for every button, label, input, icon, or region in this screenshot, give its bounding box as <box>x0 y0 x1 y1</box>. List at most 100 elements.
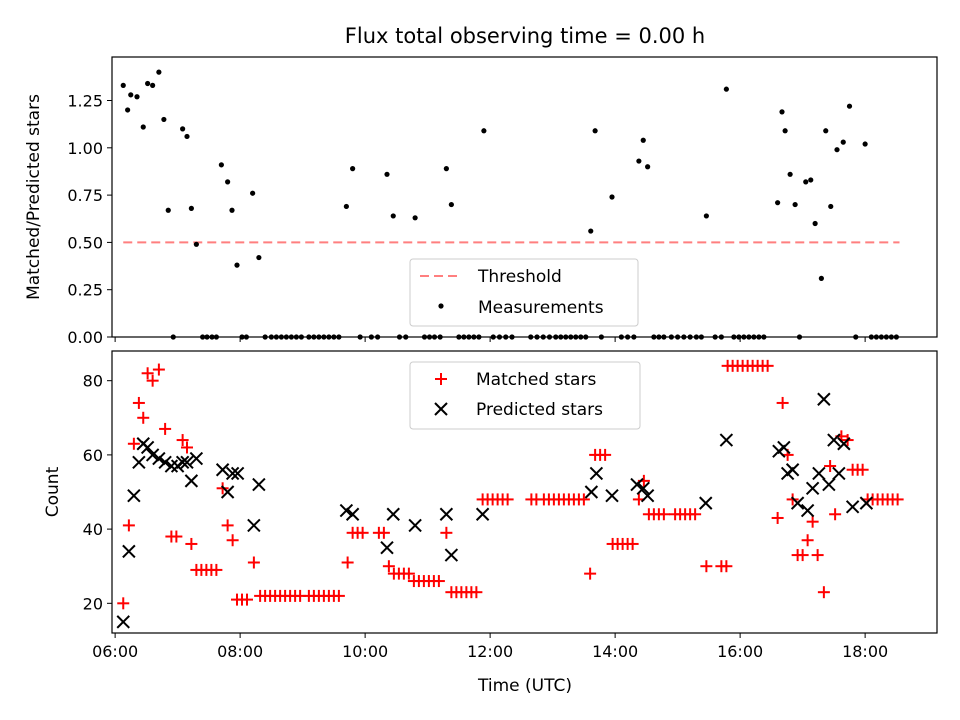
matched-legend-swatch <box>435 373 447 385</box>
measurement-point <box>878 334 884 340</box>
measurement-point <box>437 334 443 340</box>
measurement-point <box>243 334 249 340</box>
predicted-star-point <box>132 455 146 470</box>
measurement-point <box>840 139 846 145</box>
x-tick-label: 16:00 <box>717 642 763 661</box>
matched-star-point <box>796 549 809 562</box>
predicted-star-point <box>837 437 851 451</box>
matched-star-point <box>432 575 445 588</box>
measurement-point <box>140 124 146 130</box>
count-y-ticks: 20 40 60 80 <box>83 372 112 613</box>
matched-star-point <box>891 493 904 506</box>
measurement-point <box>698 334 704 340</box>
measurement-point <box>134 94 140 100</box>
matched-star-point <box>440 526 453 539</box>
measurement-point <box>661 334 667 340</box>
measurement-point <box>736 334 742 340</box>
predicted-star-point <box>584 485 599 499</box>
matched-star-point <box>377 526 390 539</box>
matched-star-point <box>226 534 239 547</box>
x-axis-label: Time (UTC) <box>477 676 572 696</box>
measurement-point <box>687 334 693 340</box>
predicted-star-point <box>220 485 235 499</box>
measurement-point <box>170 334 176 340</box>
measurement-point <box>703 213 709 219</box>
predicted-star-point <box>439 507 454 521</box>
measurement-point <box>180 126 186 132</box>
measurement-point <box>384 171 390 177</box>
matched-star-point <box>811 549 824 562</box>
measurement-point <box>862 141 868 147</box>
predicted-star-point <box>822 477 836 492</box>
ratio-y-tick-label: 0.25 <box>67 281 103 300</box>
measurement-point <box>204 334 210 340</box>
measurement-point <box>421 334 428 340</box>
count-y-tick-label: 60 <box>83 446 103 465</box>
measurement-point <box>396 334 403 340</box>
measurement-point <box>209 334 215 340</box>
ratio-y-tick-label: 1.25 <box>67 92 103 111</box>
measurement-point <box>343 203 349 210</box>
ratio-y-tick-label: 0.00 <box>67 328 103 347</box>
measurement-point <box>573 334 579 340</box>
count-y-tick-label: 80 <box>83 372 103 391</box>
ratio-y-tick-label: 0.75 <box>67 186 103 205</box>
matched-star-point <box>689 508 702 521</box>
predicted-star-point <box>845 500 860 514</box>
chart-title: Flux total observing time = 0.00 h <box>345 24 705 48</box>
matched-star-point <box>720 560 733 573</box>
measurement-point <box>316 334 322 340</box>
predicted-star-point <box>175 455 190 470</box>
measurement-point <box>668 334 674 340</box>
measurement-point <box>278 334 284 340</box>
measurement-point <box>128 92 134 98</box>
count-y-tick-label: 40 <box>83 520 103 539</box>
measurement-point <box>741 334 747 340</box>
ratio-y-tick-label: 1.00 <box>67 139 103 158</box>
matched-star-point <box>700 560 713 573</box>
measurement-point <box>125 107 131 113</box>
measurement-point <box>609 194 615 200</box>
predicted-star-point <box>827 433 841 447</box>
predicted-star-point <box>790 496 805 510</box>
matched-star-point <box>137 411 150 424</box>
measurement-point <box>645 164 651 170</box>
predicted-star-point <box>145 448 160 462</box>
measurement-point <box>651 334 657 340</box>
predicted-star-point <box>475 507 490 521</box>
predicted-star-point <box>408 518 422 533</box>
matched-star-point <box>824 460 837 473</box>
x-tick-label: 18:00 <box>842 642 888 661</box>
measurement-point <box>306 334 312 340</box>
measurement-point <box>787 171 793 177</box>
x-tick-label: 10:00 <box>342 642 388 661</box>
measurement-point <box>375 334 381 340</box>
measurement-point <box>193 241 199 247</box>
measurement-point <box>262 334 268 340</box>
matched-star-point <box>501 493 514 506</box>
matched-star-point <box>402 567 415 580</box>
predicted-star-point <box>699 496 713 510</box>
measurement-point <box>818 275 824 281</box>
matched-star-point <box>127 437 140 450</box>
measurement-point <box>528 334 534 340</box>
matched-stars-series <box>117 359 904 610</box>
predicted-star-point <box>180 455 194 470</box>
measurement-point <box>503 334 509 340</box>
measurement-point <box>298 334 304 340</box>
matched-star-point <box>599 448 612 461</box>
matched-star-point <box>761 359 774 372</box>
measurement-point <box>234 262 240 268</box>
measurement-point <box>403 334 409 340</box>
matched-star-point <box>146 374 159 387</box>
predicted-star-point <box>812 466 826 481</box>
measurement-point <box>443 166 449 172</box>
predicted-star-point <box>805 481 820 495</box>
predicted-star-point <box>215 463 230 477</box>
measurement-point <box>712 334 718 340</box>
matched-star-point <box>170 530 183 543</box>
measurement-point <box>273 334 279 340</box>
matched-star-point <box>117 597 130 610</box>
measurement-point <box>390 213 396 219</box>
measurements-legend-swatch <box>438 303 444 309</box>
